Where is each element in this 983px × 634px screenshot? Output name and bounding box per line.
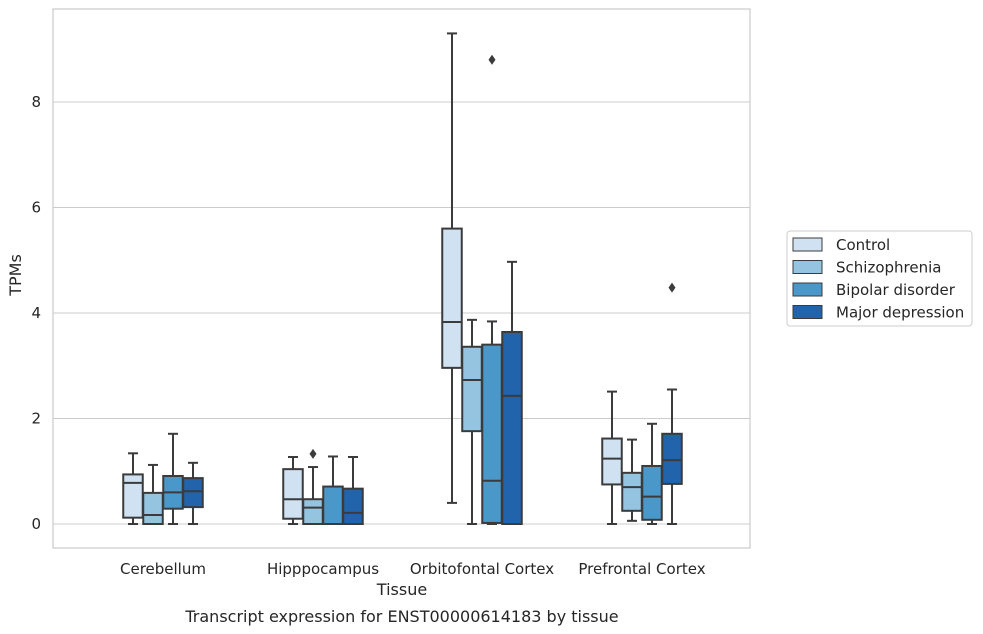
chart-title: Transcript expression for ENST0000061418…: [184, 607, 618, 626]
x-tick-label: Prefrontal Cortex: [578, 560, 705, 578]
outlier-point: [309, 448, 317, 459]
y-tick-labels: 0 2 4 6 8: [31, 93, 41, 533]
box-iqr: [122, 473, 144, 519]
x-tick-labels: Cerebellum Hipppocampus Orbitofontal Corte…: [120, 560, 706, 578]
box-control-1: [282, 456, 304, 525]
y-tick-label: 8: [31, 93, 41, 111]
legend-swatch: [792, 260, 823, 274]
box-iqr: [661, 432, 683, 485]
legend-frame: [786, 230, 973, 327]
legend-label: Major depression: [836, 304, 964, 322]
box-major-depression-0: [182, 461, 204, 525]
y-tick-label: 2: [31, 410, 41, 428]
legend-swatch: [792, 237, 823, 252]
box-iqr: [342, 487, 364, 525]
legend-label: Control: [836, 236, 890, 254]
box-major-depression-2: [501, 260, 523, 525]
legend-swatch: [792, 305, 823, 319]
x-tick-label: Orbitofontal Cortex: [410, 560, 554, 578]
box-iqr: [641, 464, 663, 521]
legend-label: Bipolar disorder: [836, 281, 956, 299]
outlier-point: [488, 54, 496, 65]
y-axis-title: TPMs: [6, 254, 25, 297]
x-tick-label: Hipppocampus: [267, 560, 379, 578]
box-major-depression-1: [342, 456, 364, 525]
legend-label: Schizophrenia: [836, 259, 941, 277]
box-iqr: [461, 345, 483, 433]
box-bipolar-disorder-3: [641, 422, 663, 525]
box-iqr: [601, 437, 623, 486]
legend: Control Schizophrenia Bipolar disorder Majo…: [786, 230, 973, 327]
box-iqr: [441, 227, 463, 369]
x-axis-title: Tissue: [376, 580, 427, 599]
y-tick-label: 0: [31, 515, 41, 533]
plot-frame: [52, 8, 751, 549]
box-control-3: [601, 390, 623, 525]
box-control-0: [122, 452, 144, 525]
box-iqr: [302, 498, 324, 525]
box-iqr: [142, 491, 164, 526]
outlier-point: [668, 282, 676, 293]
box-schizophrenia-3: [621, 438, 643, 522]
box-iqr: [282, 468, 304, 520]
legend-swatch: [792, 282, 823, 297]
box-iqr: [501, 330, 523, 525]
y-tick-label: 4: [31, 304, 41, 322]
box-major-depression-3: [661, 282, 683, 525]
box-iqr: [621, 471, 643, 512]
box-iqr: [182, 477, 204, 509]
x-tick-label: Cerebellum: [120, 560, 206, 578]
box-iqr: [481, 343, 503, 524]
plot-area-background: [53, 9, 750, 548]
box-control-2: [441, 32, 463, 504]
boxes-layer: [122, 32, 683, 526]
y-tick-label: 6: [31, 199, 41, 217]
box-iqr: [322, 485, 344, 525]
